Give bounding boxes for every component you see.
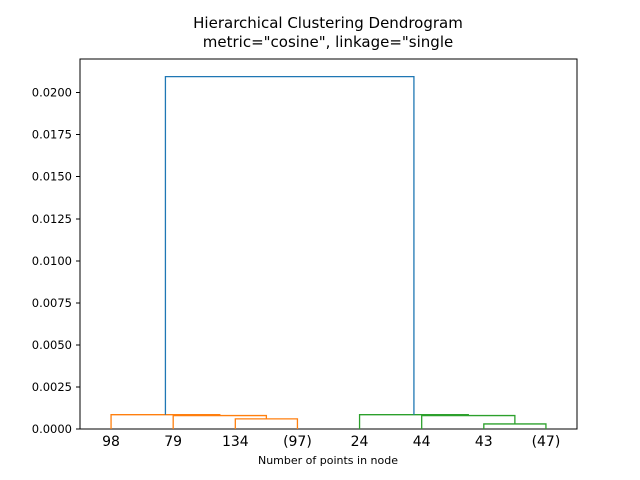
chart-subtitle: metric="cosine", linkage="single xyxy=(203,33,453,51)
dendrogram-link xyxy=(164,76,415,415)
y-tick-label: 0.0150 xyxy=(32,170,72,184)
y-tick-label: 0.0125 xyxy=(32,212,72,226)
x-axis-label: Number of points in node xyxy=(258,454,398,467)
x-leaf-label: 24 xyxy=(351,434,369,450)
axes: 0.0000 0.0025 0.0050 0.0075 0.0100 0.0125 0.01… xyxy=(32,58,578,450)
x-leaf-label: 134 xyxy=(222,434,249,450)
y-tick-label: 0.0175 xyxy=(32,128,72,142)
x-leaf-label: 79 xyxy=(164,434,182,450)
dendrogram-link xyxy=(110,414,221,429)
y-tick-label: 0.0050 xyxy=(32,338,72,352)
y-tick-label: 0.0200 xyxy=(32,86,72,100)
y-tick-label: 0.0075 xyxy=(32,296,72,310)
dendrogram-link xyxy=(483,423,547,429)
x-leaf-label: (47) xyxy=(532,434,561,450)
dendrogram-link xyxy=(358,414,469,429)
x-leaf-label: 98 xyxy=(102,434,120,450)
axes-frame xyxy=(79,58,578,430)
y-tick-label: 0.0000 xyxy=(32,422,72,436)
chart-title: Hierarchical Clustering Dendrogram xyxy=(193,14,463,32)
dendrogram-link xyxy=(421,414,516,429)
y-tick-label: 0.0025 xyxy=(32,380,72,394)
dendrogram-link xyxy=(234,418,299,429)
y-tick-label: 0.0100 xyxy=(32,254,72,268)
dendrogram-link xyxy=(172,414,268,429)
x-leaf-label: 43 xyxy=(475,434,493,450)
x-leaf-label: (97) xyxy=(283,434,312,450)
x-leaf-label: 44 xyxy=(413,434,431,450)
